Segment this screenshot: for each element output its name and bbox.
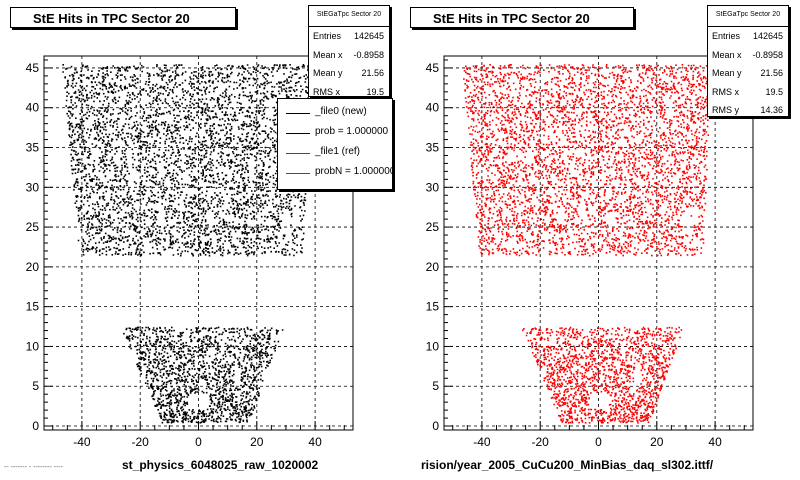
x-tick-label: -20 bbox=[532, 435, 550, 449]
stats-row: RMS x 19.5 bbox=[708, 83, 788, 102]
stats-value: 21.56 bbox=[760, 68, 783, 78]
axes: -40 -20 0 20 40 0 5 10 15 20 25 30 35 40 45 bbox=[26, 59, 345, 449]
stats-box: StEGaTpc Sector 20 Entries 142645 Mean x-… bbox=[707, 5, 789, 117]
y-tick-label: 45 bbox=[26, 61, 40, 75]
stats-value: -0.8958 bbox=[752, 49, 783, 60]
stats-row: Mean y 21.56 bbox=[309, 64, 389, 83]
stats-row: Mean y 21.56 bbox=[708, 64, 788, 83]
y-tick-label: 40 bbox=[26, 101, 40, 115]
chart-right: -40 -20 0 20 40 0 5 10 15 20 25 30 35 40 45 bbox=[426, 55, 754, 449]
x-axis-title: rision/year_2005_CuCu200_MinBias_daq_sl3… bbox=[421, 458, 714, 472]
stats-row: RMS x 19.5 bbox=[309, 83, 389, 102]
hit-markers-path bbox=[62, 64, 312, 424]
stats-key: Mean x bbox=[313, 49, 343, 60]
legend-swatch bbox=[286, 173, 310, 174]
stats-row: Mean x -0.8958 bbox=[309, 46, 389, 65]
x-tick-label: 0 bbox=[195, 435, 202, 449]
x-tick-label: 40 bbox=[308, 435, 322, 449]
stats-value: 14.36 bbox=[760, 105, 783, 115]
y-tick-label: 5 bbox=[432, 379, 439, 393]
stats-value: 19.5 bbox=[366, 86, 384, 97]
y-tick-label: 20 bbox=[426, 260, 440, 274]
x-axis-title: st_physics_6048025_raw_1020002 bbox=[122, 458, 319, 472]
stats-header: StEGaTpc Sector 20 bbox=[708, 6, 788, 27]
hit-markers bbox=[62, 64, 312, 424]
stats-row: Entries 142645 bbox=[708, 27, 788, 46]
legend-swatch bbox=[286, 133, 310, 134]
y-tick-label: 45 bbox=[426, 61, 440, 75]
legend-entry: _file0 (new) bbox=[278, 103, 392, 123]
x-tick-label: 0 bbox=[595, 435, 602, 449]
y-tick-label: 10 bbox=[26, 339, 40, 353]
x-tick-label: -40 bbox=[473, 435, 491, 449]
x-tick-label: -20 bbox=[132, 435, 150, 449]
axes: -40 -20 0 20 40 0 5 10 15 20 25 30 35 40 45 bbox=[426, 59, 745, 449]
legend-swatch bbox=[286, 153, 310, 154]
stats-key: Mean y bbox=[313, 68, 343, 78]
y-tick-label: 20 bbox=[26, 260, 40, 274]
hit-markers bbox=[463, 64, 712, 424]
y-tick-label: 40 bbox=[426, 101, 440, 115]
legend-label: probN = 1.000000 bbox=[315, 166, 393, 177]
y-tick-label: 25 bbox=[26, 220, 40, 234]
hit-markers-path bbox=[463, 64, 712, 424]
stats-value: -0.8958 bbox=[353, 49, 384, 60]
x-tick-label: -40 bbox=[73, 435, 91, 449]
stats-key: RMS x bbox=[313, 86, 340, 97]
y-tick-label: 35 bbox=[26, 141, 40, 155]
stats-row: RMS y 14.36 bbox=[708, 101, 788, 120]
y-tick-label: 0 bbox=[432, 419, 439, 433]
y-tick-label: 25 bbox=[426, 220, 440, 234]
legend-entry: _file1 (ref) bbox=[278, 143, 392, 163]
x-tick-label: 20 bbox=[250, 435, 264, 449]
legend-label: prob = 1.000000 bbox=[315, 126, 389, 137]
stats-key: RMS x bbox=[712, 86, 739, 97]
stats-header: StEGaTpc Sector 20 bbox=[309, 6, 389, 27]
x-tick-label: 20 bbox=[650, 435, 664, 449]
chart-title: StE Hits in TPC Sector 20 bbox=[10, 7, 236, 28]
stats-value: 142645 bbox=[752, 31, 783, 41]
stats-value: 142645 bbox=[353, 31, 384, 41]
y-tick-label: 10 bbox=[426, 339, 440, 353]
stats-value: 19.5 bbox=[765, 86, 783, 97]
legend-swatch bbox=[286, 113, 310, 114]
stats-key: Entries bbox=[313, 31, 342, 41]
y-tick-label: 30 bbox=[426, 180, 440, 194]
stats-key: Entries bbox=[712, 31, 741, 41]
y-tick-label: 15 bbox=[426, 300, 440, 314]
stats-key: Mean x bbox=[712, 49, 742, 60]
legend-label: _file1 (ref) bbox=[315, 146, 361, 157]
y-tick-label: 35 bbox=[426, 141, 440, 155]
y-tick-label: 15 bbox=[26, 300, 40, 314]
legend-entry: prob = 1.000000 bbox=[278, 123, 392, 143]
stats-row: Entries 142645 bbox=[309, 27, 389, 46]
footer-text: -- ------- - -------- ---- bbox=[4, 464, 64, 471]
stats-row: Mean x -0.8958 bbox=[708, 46, 788, 65]
legend-entry: probN = 1.000000 bbox=[278, 163, 392, 183]
y-tick-label: 5 bbox=[32, 379, 39, 393]
y-tick-label: 30 bbox=[26, 180, 40, 194]
x-tick-label: 40 bbox=[708, 435, 722, 449]
stats-box: StEGaTpc Sector 20 Entries 142645 Mean x-… bbox=[308, 5, 390, 97]
stats-key: RMS y bbox=[712, 105, 739, 115]
legend: _file0 (new) prob = 1.000000 _file1 (ref… bbox=[277, 98, 393, 190]
chart-title: StE Hits in TPC Sector 20 bbox=[410, 7, 634, 28]
y-tick-label: 0 bbox=[32, 419, 39, 433]
stats-value: 21.56 bbox=[361, 68, 384, 78]
stats-key: Mean y bbox=[712, 68, 742, 78]
legend-label: _file0 (new) bbox=[315, 106, 367, 117]
